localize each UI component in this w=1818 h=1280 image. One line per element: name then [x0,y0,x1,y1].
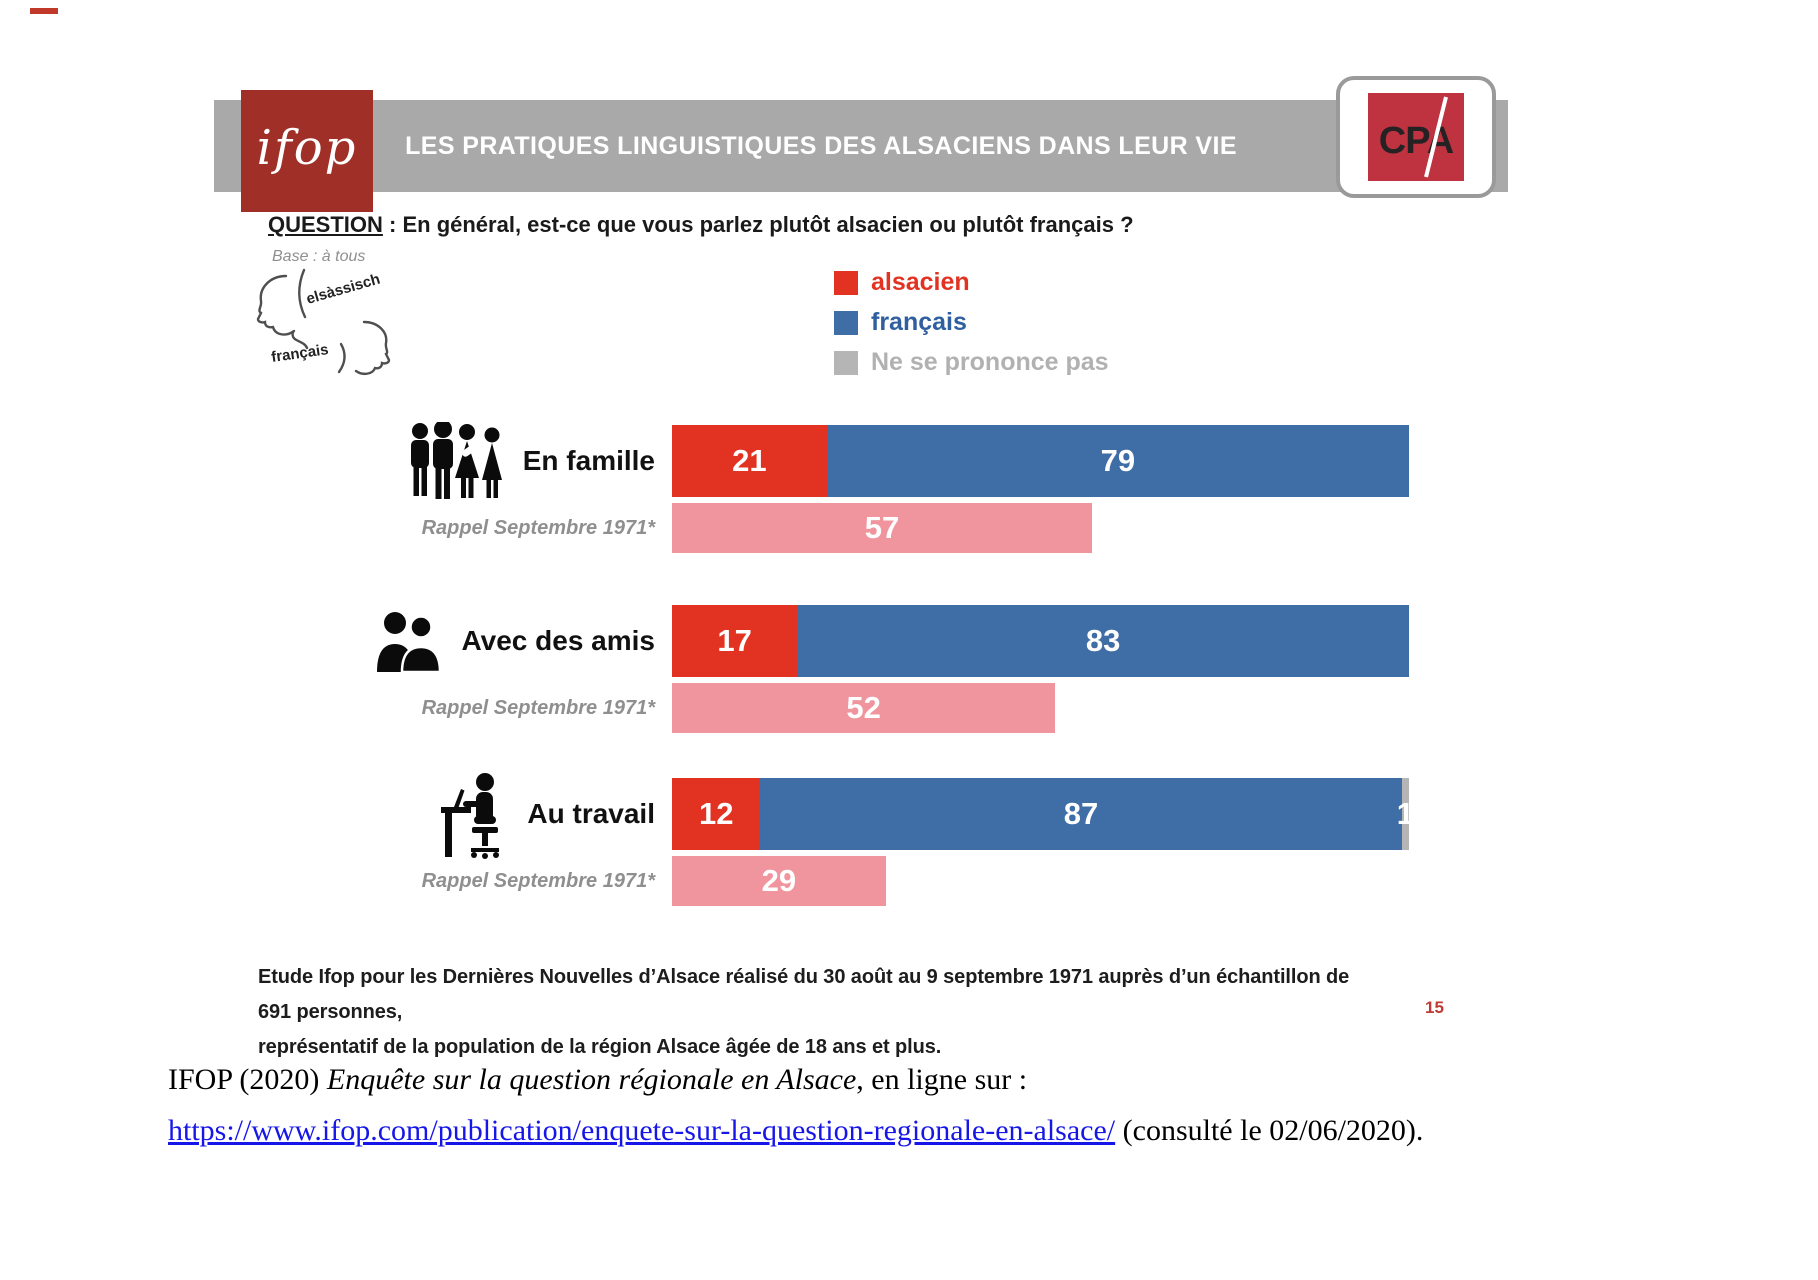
category-label: En famille [522,445,655,476]
legend-label-francais: français [871,308,967,336]
cpa-logo-frame: CPA [1336,76,1496,198]
citation-consulted: (consulté le 02/06/2020). [1115,1114,1424,1147]
bar-en-famille: 21 79 [672,425,1409,497]
recall-track-en-famille: 57 [672,503,1409,553]
bar-segment-nsp: 1 [1397,778,1414,850]
recall-track-avec-des-amis: 52 [672,683,1409,733]
legend-item-francais: français [834,308,1109,337]
recall-label: Rappel Septembre 1971* [421,869,655,892]
recall-value: 52 [846,690,881,725]
speaking-heads-illustration: elsàssisch français [246,262,406,385]
legend-label-alsacien: alsacien [871,268,970,296]
bubble-text-top: elsàssisch [304,271,382,308]
page-number: 15 [1425,998,1444,1017]
bar-value-alsacien: 12 [698,796,734,831]
bubble-text-bottom: français [270,341,329,366]
legend-swatch-alsacien [834,270,858,295]
category-avec-des-amis: Avec des amis [369,605,655,677]
base-note: Base : à tous [272,248,366,265]
recall-value: 57 [864,510,900,545]
bar-value-alsacien: 17 [717,623,752,658]
bar-segment-alsacien: 21 [672,425,827,497]
citation-title: Enquête sur la question régionale en Als… [326,1063,857,1096]
category-en-famille: En famille [407,422,655,499]
citation-line1: IFOP (2020) Enquête sur la question régi… [168,1054,1423,1105]
citation-suffix: , en ligne sur : [856,1063,1028,1096]
cpa-slash [1424,96,1448,178]
bar-segment-francais: 83 [797,605,1409,677]
footnote-line1: Etude Ifop pour les Dernières Nouvelles … [258,966,1350,1023]
ifop-logo-text: ifop [256,120,358,176]
red-dash-mark [30,8,58,14]
question-line: QUESTION : En général, est-ce que vous p… [268,212,1134,238]
recall-bar-en-famille: 57 [672,503,1093,553]
bubble-paren-left [298,268,307,319]
ifop-logo: ifop [241,90,373,212]
recall-label: Rappel Septembre 1971* [421,696,655,719]
family-icon [410,422,502,499]
legend-label-nsp: Ne se prononce pas [871,348,1109,376]
bar-value-nsp: 1 [1396,796,1414,831]
bar-value-francais: 79 [1100,443,1136,478]
bubble-paren-right [337,342,346,374]
legend-item-nsp: Ne se prononce pas [834,348,1109,377]
question-separator: : [382,212,403,237]
methodology-footnote: Etude Ifop pour les Dernières Nouvelles … [258,960,1378,1065]
question-label: QUESTION [268,212,383,237]
bar-segment-alsacien: 12 [672,778,761,850]
question-text: En général, est-ce que vous parlez plutô… [402,212,1134,237]
work-icon [441,773,500,859]
legend-item-alsacien: alsacien [834,268,1109,297]
citation: IFOP (2020) Enquête sur la question régi… [168,1054,1423,1156]
category-au-travail: Au travail [435,773,655,859]
bubble-curve [291,330,309,350]
bar-value-francais: 83 [1085,623,1121,658]
bar-segment-alsacien: 17 [672,605,798,677]
bar-au-travail: 12 87 1 [672,778,1414,850]
bar-segment-francais: 87 [760,778,1402,850]
citation-prefix: IFOP (2020) [168,1063,327,1096]
right-head-profile [354,320,391,376]
recall-bar-avec-des-amis: 52 [672,683,1056,733]
category-label: Avec des amis [461,625,655,656]
citation-link[interactable]: https://www.ifop.com/publication/enquete… [168,1114,1116,1147]
left-head-profile [256,274,296,336]
bar-value-alsacien: 21 [732,443,767,478]
recall-label: Rappel Septembre 1971* [421,516,655,539]
friends-icon [377,612,442,672]
recall-bar-au-travail: 29 [672,856,886,906]
chart-legend: alsacien français Ne se prononce pas [834,268,1109,377]
cpa-logo-text: CPA [1379,120,1454,162]
bar-avec-des-amis: 17 83 [672,605,1409,677]
slide-header-bar: LES PRATIQUES LINGUISTIQUES DES ALSACIEN… [214,100,1508,192]
cpa-logo: CPA [1368,93,1464,181]
bar-value-francais: 87 [1063,796,1099,831]
footnote-line2: représentatif de la population de la rég… [258,1036,942,1058]
category-label: Au travail [527,798,655,829]
bar-segment-francais: 79 [826,425,1409,497]
slide-title: LES PRATIQUES LINGUISTIQUES DES ALSACIEN… [405,131,1237,160]
legend-swatch-nsp [834,350,858,375]
legend-swatch-francais [834,310,858,335]
recall-track-au-travail: 29 [672,856,1409,906]
citation-line2: https://www.ifop.com/publication/enquete… [168,1105,1423,1156]
recall-value: 29 [761,863,797,898]
